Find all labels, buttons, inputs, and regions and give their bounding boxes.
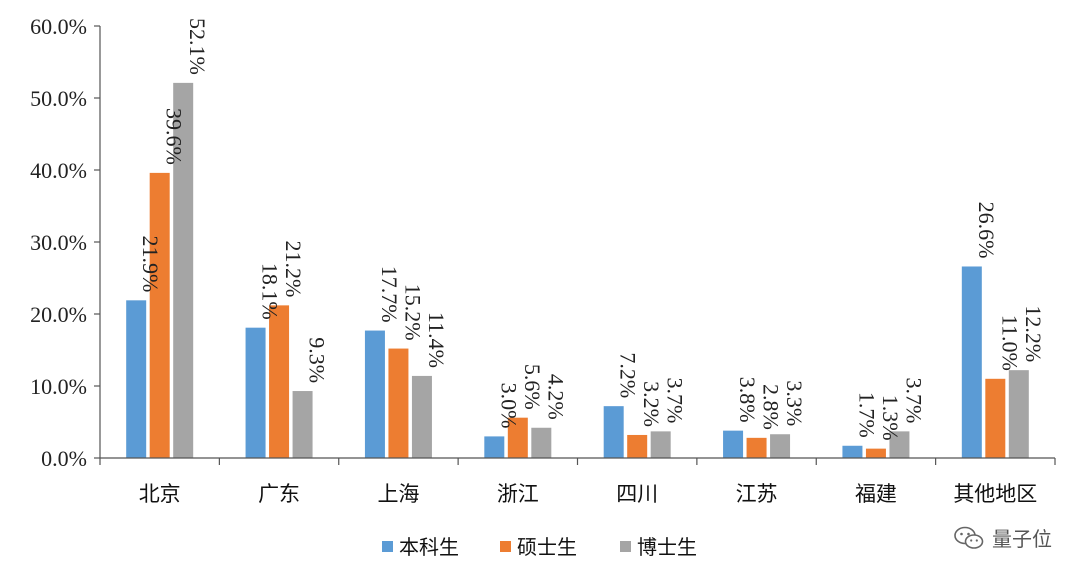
bars	[126, 82, 1029, 458]
bar	[842, 445, 863, 458]
bar	[149, 172, 170, 458]
legend-label: 博士生	[637, 535, 697, 559]
data-label: 3.0%	[496, 383, 521, 429]
bar	[411, 375, 432, 458]
y-axis: 0.0% 10.0% 20.0% 30.0% 40.0% 50.0% 60.0%	[30, 14, 101, 471]
data-label: 9.3%	[305, 337, 330, 383]
bar	[603, 406, 624, 458]
bar	[985, 378, 1006, 458]
x-tick-label: 上海	[377, 482, 419, 506]
data-label: 3.2%	[639, 381, 664, 427]
data-label: 11.4%	[424, 312, 449, 368]
y-tick-label: 50.0%	[30, 86, 87, 111]
bar	[292, 391, 313, 458]
x-tick-label: 江苏	[736, 482, 778, 506]
data-label: 4.2%	[543, 374, 568, 420]
data-labels: 21.9%39.6%52.1%18.1%21.2%9.3%17.7%15.2%1…	[138, 18, 1046, 441]
y-tick-label: 30.0%	[30, 230, 87, 255]
bar	[364, 330, 385, 458]
bar	[889, 431, 910, 458]
data-label: 21.9%	[138, 235, 163, 292]
y-tick-label: 60.0%	[30, 14, 87, 39]
data-label: 52.1%	[185, 18, 210, 75]
bar	[770, 434, 791, 458]
bar	[961, 266, 982, 458]
x-tick-label: 浙江	[497, 482, 539, 506]
legend: 本科生 硕士生 博士生	[382, 535, 697, 559]
bar	[627, 434, 648, 458]
legend-label: 本科生	[399, 535, 459, 559]
bar	[531, 427, 552, 458]
bar	[507, 417, 528, 458]
x-axis: 北京 广东 上海 浙江 四川 江苏 福建 其他地区	[99, 457, 1056, 506]
bar	[245, 327, 266, 458]
x-tick-label: 四川	[616, 482, 658, 506]
legend-swatch	[382, 541, 393, 552]
data-label: 3.7%	[663, 378, 688, 424]
data-label: 17.7%	[377, 266, 402, 323]
y-tick-label: 20.0%	[30, 302, 87, 327]
legend-swatch	[620, 541, 631, 552]
data-label: 15.2%	[400, 284, 425, 341]
data-label: 11.0%	[997, 315, 1022, 371]
bar	[269, 305, 290, 458]
x-tick-label: 广东	[258, 482, 300, 506]
data-label: 5.6%	[520, 364, 545, 410]
bar	[723, 430, 744, 458]
bar	[746, 437, 767, 458]
data-label: 1.3%	[878, 395, 903, 441]
legend-label: 硕士生	[517, 535, 577, 559]
y-tick-label: 40.0%	[30, 158, 87, 183]
y-tick-label: 0.0%	[41, 446, 87, 471]
bar	[388, 348, 409, 458]
data-label: 1.7%	[854, 392, 879, 438]
bar	[1008, 370, 1029, 458]
watermark-text: 量子位	[992, 527, 1052, 551]
bar	[650, 431, 671, 458]
data-label: 2.8%	[759, 384, 784, 430]
legend-swatch	[500, 541, 511, 552]
wechat-icon	[954, 526, 984, 549]
data-label: 3.7%	[901, 378, 926, 424]
data-label: 21.2%	[281, 241, 306, 298]
data-label: 3.3%	[782, 380, 807, 426]
bar	[126, 300, 147, 458]
data-label: 7.2%	[616, 352, 641, 398]
data-label: 18.1%	[258, 263, 283, 320]
data-label: 12.2%	[1021, 305, 1046, 362]
x-tick-label: 北京	[139, 482, 181, 506]
watermark: 量子位	[954, 523, 1052, 552]
data-label: 39.6%	[162, 108, 187, 165]
x-tick-label: 福建	[855, 482, 897, 506]
bar	[173, 82, 194, 458]
data-label: 26.6%	[974, 202, 999, 259]
x-tick-label: 其他地区	[953, 482, 1037, 506]
y-tick-label: 10.0%	[30, 374, 87, 399]
bar	[484, 436, 505, 458]
data-label: 3.8%	[735, 377, 760, 423]
bar	[865, 448, 886, 458]
